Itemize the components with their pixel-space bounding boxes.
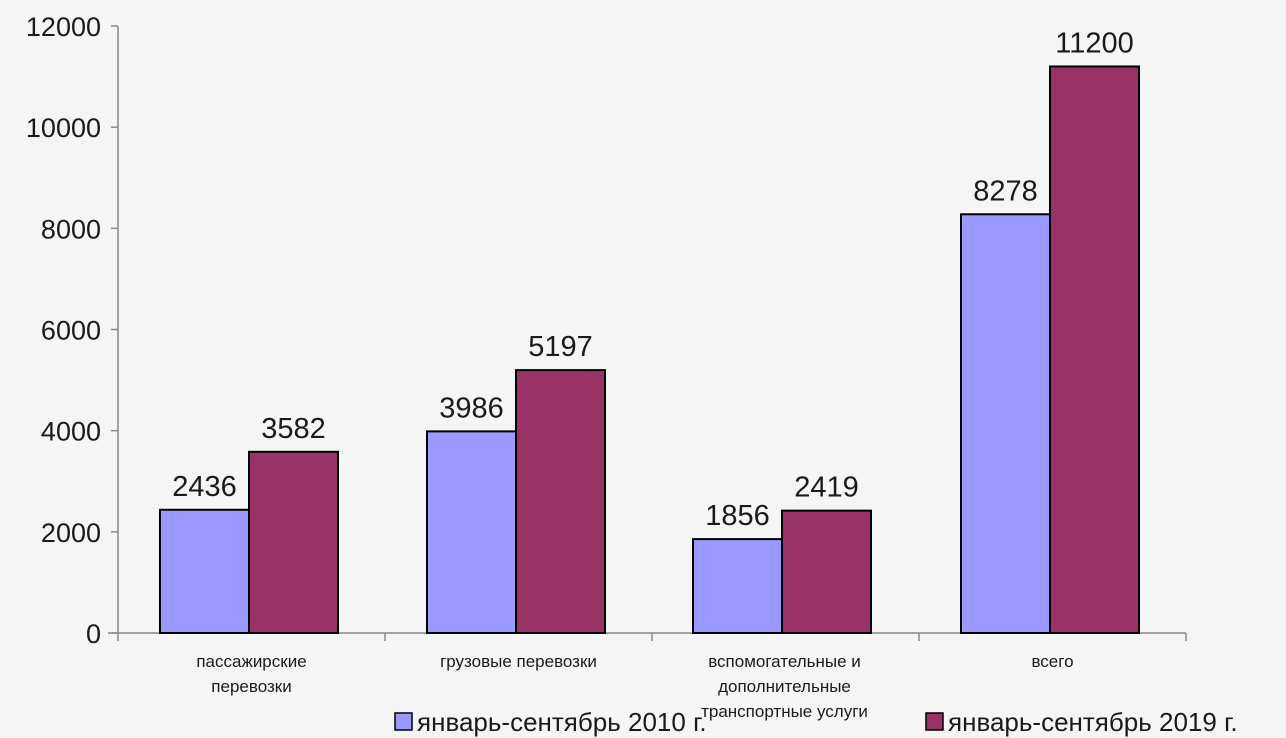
y-tick-label: 2000 <box>41 518 101 548</box>
y-axis: 0 2000 4000 6000 8000 10000 12000 <box>26 12 119 649</box>
bar-series-1-4 <box>960 213 1051 634</box>
y-tick-label: 8000 <box>41 214 101 244</box>
data-label-series-2-4: 11200 <box>1055 27 1134 59</box>
category-labels: пассажирские перевозки грузовые перевозки в… <box>196 652 1073 721</box>
y-tick-label: 12000 <box>26 12 101 42</box>
data-label-series-2-3: 2419 <box>794 472 859 504</box>
category-label: всего <box>1031 652 1073 671</box>
data-label-series-1-3: 1856 <box>705 500 770 532</box>
category-label: грузовые перевозки <box>440 652 597 671</box>
legend-label-2: январь-сентябрь 2019 г. <box>948 707 1238 737</box>
y-tick-label: 0 <box>86 619 101 649</box>
bar-series-2-3 <box>781 509 872 634</box>
bar-series-1-2 <box>426 430 517 635</box>
bar-series-2-4 <box>1049 65 1140 634</box>
data-label-series-2-1: 3582 <box>261 413 326 445</box>
bars <box>159 65 1140 635</box>
x-axis <box>108 632 1187 641</box>
category-label: перевозки <box>211 677 291 696</box>
legend-swatch-1 <box>394 712 413 731</box>
legend-label-1: январь-сентябрь 2010 г. <box>417 707 707 737</box>
legend-swatch-2 <box>925 712 944 731</box>
category-label: транспортные услуги <box>701 702 868 721</box>
data-label-series-1-1: 2436 <box>172 471 237 503</box>
bar-series-2-2 <box>515 369 606 634</box>
category-label: дополнительные <box>718 677 851 696</box>
data-label-series-1-2: 3986 <box>439 392 504 424</box>
bar-series-1-1 <box>159 508 250 634</box>
category-label: вспомогательные и <box>708 652 861 671</box>
y-tick-label: 4000 <box>41 417 101 447</box>
data-label-series-1-4: 8278 <box>973 175 1038 207</box>
legend: январь-сентябрь 2010 г. январь-сентябрь 2… <box>394 707 1238 737</box>
y-tick-label: 10000 <box>26 113 101 143</box>
value-labels: 2436 3986 1856 8278 3582 5197 2419 11200 <box>172 27 1134 532</box>
category-label: пассажирские <box>196 652 306 671</box>
bar-series-1-3 <box>692 538 783 634</box>
bar-series-2-1 <box>248 450 339 634</box>
y-tick-label: 6000 <box>41 316 101 346</box>
data-label-series-2-2: 5197 <box>528 331 593 363</box>
